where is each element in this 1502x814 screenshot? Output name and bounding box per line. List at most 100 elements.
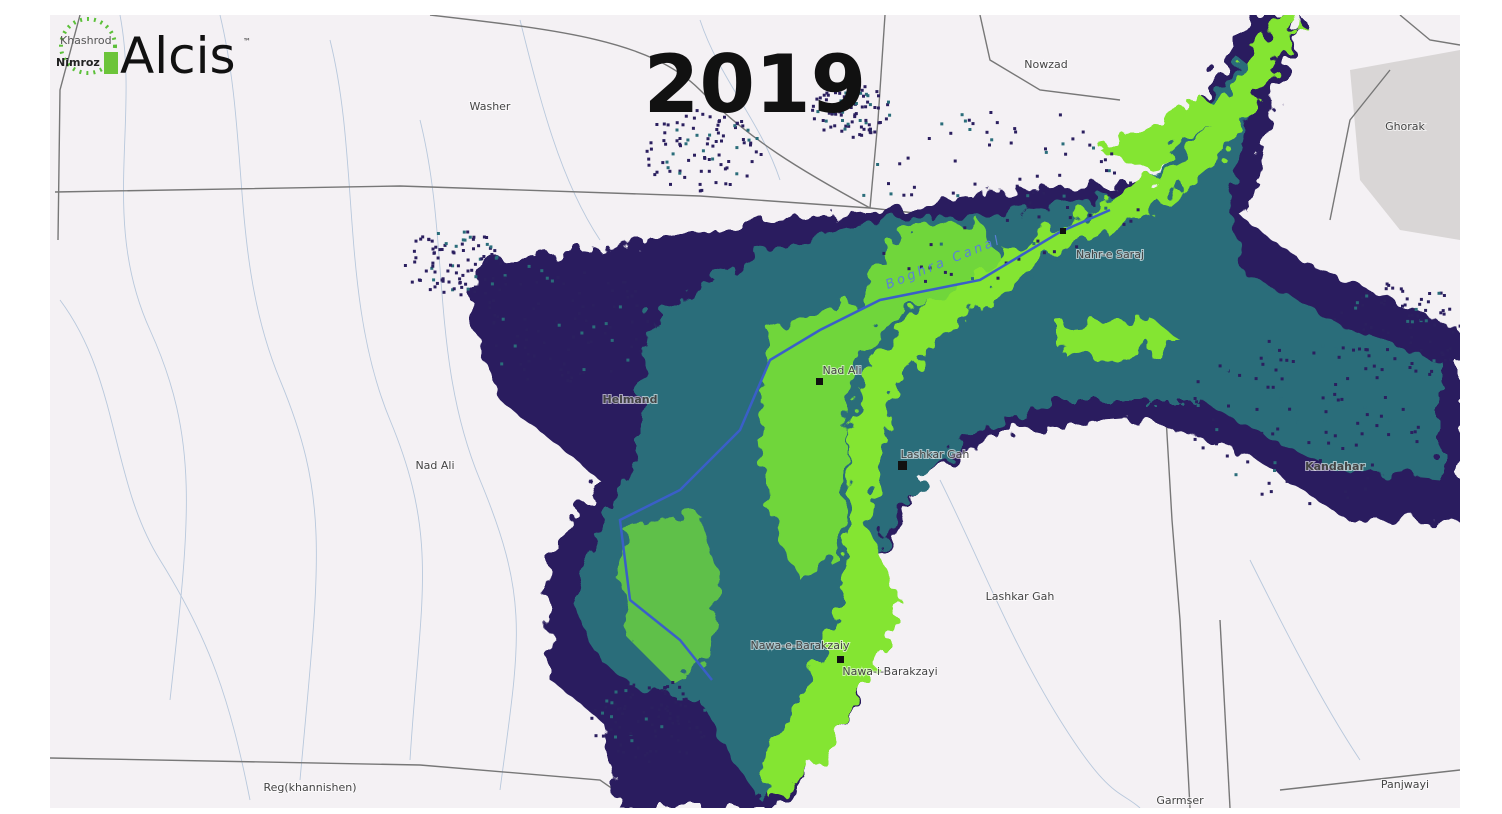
speck bbox=[1409, 326, 1412, 330]
speck bbox=[1058, 113, 1062, 117]
speck bbox=[876, 106, 880, 110]
speck bbox=[1418, 302, 1422, 306]
speck bbox=[504, 282, 508, 286]
speck bbox=[1215, 428, 1219, 432]
speck bbox=[1393, 357, 1397, 361]
speck bbox=[471, 237, 475, 241]
speck bbox=[584, 319, 588, 323]
speck bbox=[582, 368, 586, 372]
speck bbox=[442, 290, 446, 294]
speck bbox=[1321, 396, 1325, 400]
speck bbox=[1336, 398, 1340, 402]
speck bbox=[1364, 487, 1367, 491]
speck bbox=[1381, 328, 1385, 332]
speck bbox=[427, 237, 431, 241]
speck bbox=[1261, 362, 1265, 366]
speck bbox=[842, 95, 846, 99]
speck bbox=[1401, 289, 1405, 293]
speck bbox=[1122, 222, 1126, 226]
speck bbox=[849, 106, 853, 109]
speck bbox=[430, 239, 434, 243]
speck bbox=[424, 269, 428, 273]
speck bbox=[700, 735, 704, 739]
speck bbox=[1064, 152, 1068, 156]
speck bbox=[513, 344, 517, 348]
speck bbox=[1424, 319, 1428, 323]
speck bbox=[1369, 326, 1373, 329]
speck bbox=[433, 285, 437, 289]
speck bbox=[866, 100, 870, 104]
speck bbox=[1308, 502, 1312, 506]
speck bbox=[472, 235, 476, 239]
speck bbox=[657, 708, 661, 712]
speck bbox=[610, 701, 614, 705]
speck bbox=[503, 274, 507, 278]
speck bbox=[657, 715, 661, 719]
speck bbox=[1428, 292, 1432, 295]
speck bbox=[461, 249, 465, 252]
speck bbox=[693, 153, 696, 157]
speck bbox=[1443, 358, 1447, 362]
speck bbox=[886, 103, 890, 107]
speck bbox=[1031, 191, 1035, 195]
speck bbox=[482, 255, 486, 258]
speck bbox=[466, 258, 470, 262]
speck bbox=[660, 703, 663, 707]
speck bbox=[662, 139, 666, 143]
speck bbox=[1088, 143, 1092, 147]
speck bbox=[666, 709, 670, 713]
speck bbox=[456, 264, 460, 268]
speck bbox=[1379, 414, 1383, 418]
speck bbox=[458, 277, 462, 281]
speck bbox=[636, 720, 640, 723]
speck bbox=[733, 124, 737, 128]
speck bbox=[1441, 309, 1445, 313]
speck bbox=[663, 686, 667, 689]
speck bbox=[566, 371, 570, 374]
speck bbox=[749, 143, 752, 147]
speck bbox=[698, 189, 702, 193]
speck bbox=[1260, 431, 1264, 435]
speck bbox=[614, 690, 618, 694]
speck bbox=[1440, 351, 1444, 355]
speck bbox=[859, 91, 863, 95]
speck bbox=[482, 235, 486, 239]
speck bbox=[1426, 300, 1430, 304]
speck bbox=[678, 169, 682, 173]
speck bbox=[491, 276, 495, 280]
speck bbox=[647, 163, 651, 167]
speck bbox=[418, 278, 422, 282]
speck bbox=[496, 315, 500, 319]
speck bbox=[1193, 397, 1197, 400]
speck bbox=[1246, 460, 1250, 464]
speck bbox=[1428, 372, 1432, 376]
speck bbox=[1360, 348, 1364, 352]
speck bbox=[526, 377, 530, 381]
speck bbox=[503, 276, 507, 280]
speck bbox=[1354, 443, 1358, 447]
speck bbox=[988, 143, 991, 147]
speck bbox=[940, 122, 944, 126]
speck bbox=[703, 156, 707, 159]
speck bbox=[1384, 287, 1388, 291]
speck bbox=[1360, 434, 1364, 438]
speck bbox=[612, 305, 616, 309]
speck bbox=[1385, 282, 1389, 286]
speck bbox=[840, 129, 844, 133]
canal bbox=[618, 208, 1111, 681]
speck bbox=[1323, 419, 1327, 423]
speck bbox=[1211, 418, 1215, 422]
speck bbox=[676, 738, 680, 742]
speck bbox=[928, 266, 932, 270]
speck bbox=[1432, 359, 1436, 363]
speck bbox=[1414, 307, 1418, 311]
speck bbox=[1321, 344, 1325, 348]
speck bbox=[655, 123, 659, 126]
speck bbox=[623, 705, 627, 708]
speck bbox=[907, 267, 911, 271]
speck bbox=[1407, 322, 1411, 326]
speck bbox=[684, 697, 688, 701]
speck bbox=[973, 182, 977, 186]
speck bbox=[969, 197, 973, 200]
speck bbox=[676, 719, 680, 723]
